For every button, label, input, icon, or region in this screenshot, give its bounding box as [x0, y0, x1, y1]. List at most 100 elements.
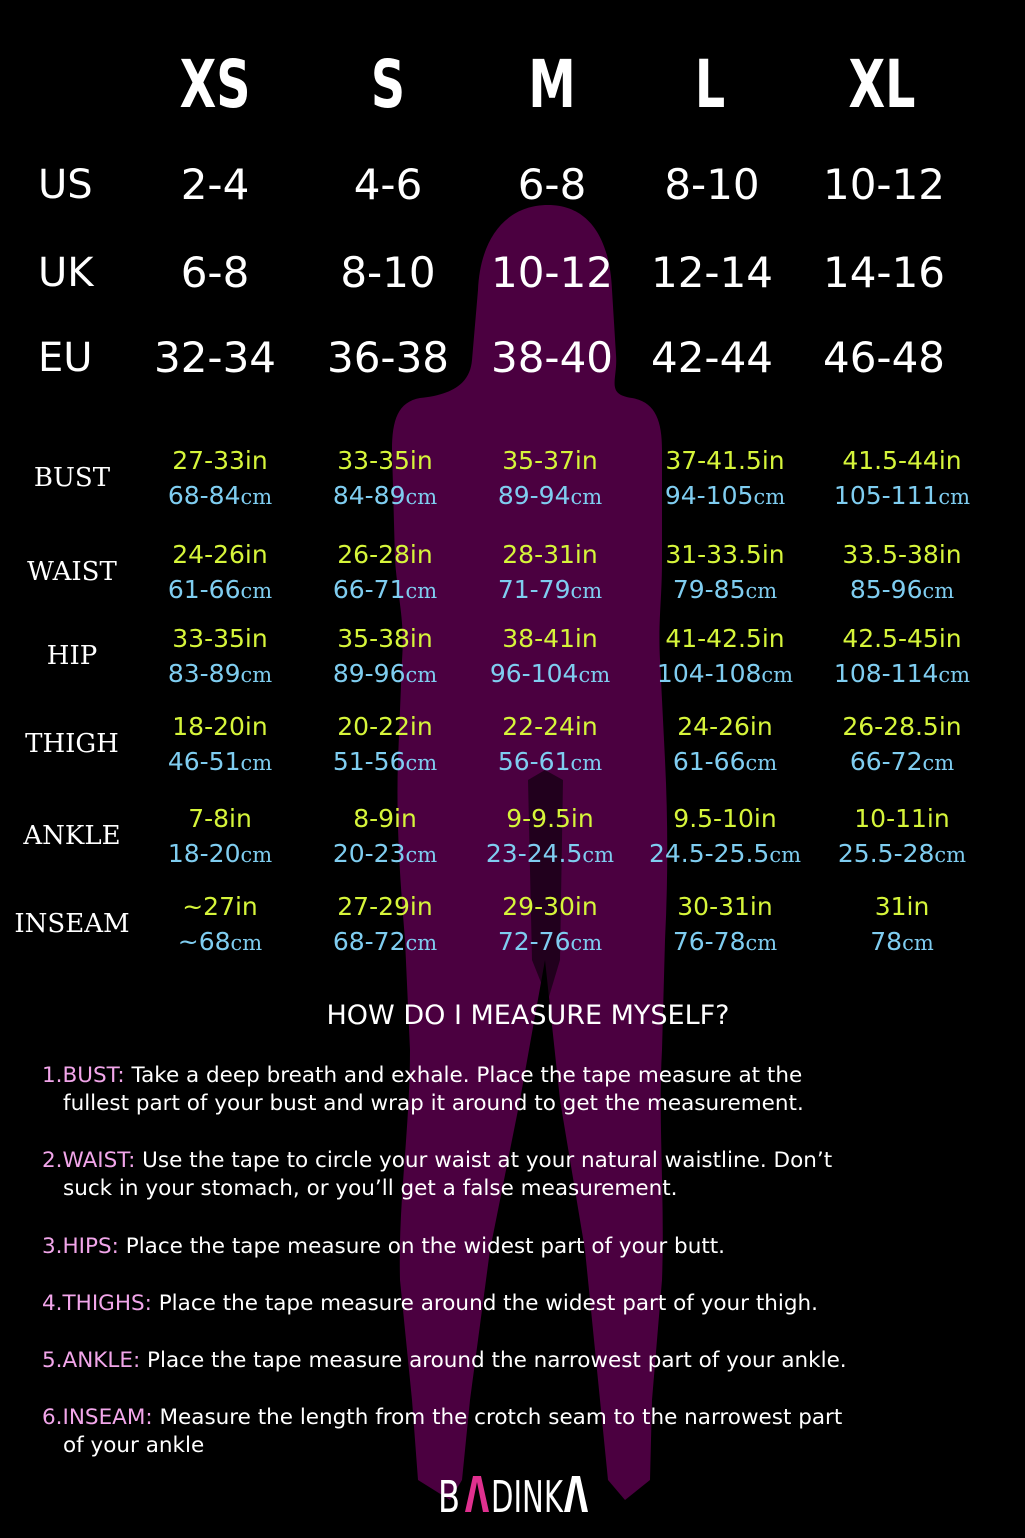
cm-number: ~68 — [177, 927, 231, 956]
instruction-text: Measure the length from the crotch seam … — [152, 1405, 843, 1430]
cm-number: 25.5-28 — [837, 839, 935, 868]
inch-value: 27-33in — [172, 446, 268, 475]
cm-number: 68-84 — [167, 481, 241, 510]
cm-unit: cm — [922, 579, 955, 603]
instruction-text: Take a deep breath and exhale. Place the… — [124, 1063, 803, 1088]
size-header-l: L — [694, 46, 726, 123]
instruction-key: 5.ANKLE: — [42, 1348, 141, 1373]
cm-value: 104-108cm — [630, 659, 820, 688]
cm-unit: cm — [405, 931, 438, 955]
measurement-label-waist: WAIST — [27, 557, 117, 587]
cm-value: 46-51cm — [125, 747, 315, 776]
cm-value: 61-66cm — [630, 747, 820, 776]
inch-value: 30-31in — [677, 892, 773, 921]
cm-number: 66-71 — [332, 575, 406, 604]
cm-value: 25.5-28cm — [807, 839, 997, 868]
cm-number: 46-51 — [167, 747, 241, 776]
inch-value: 22-24in — [502, 712, 598, 741]
cm-value: 66-72cm — [807, 747, 997, 776]
cm-number: 108-114 — [833, 659, 939, 688]
cm-number: 56-61 — [497, 747, 571, 776]
region-label-uk: UK — [38, 250, 94, 296]
cm-value: 83-89cm — [125, 659, 315, 688]
instruction-key: 4.THIGHS: — [42, 1291, 152, 1316]
inch-value: 35-38in — [337, 624, 433, 653]
instruction-text: Place the tape measure around the narrow… — [140, 1348, 847, 1373]
instruction-text: fullest part of your bust and wrap it ar… — [63, 1091, 804, 1116]
cm-value: 72-76cm — [455, 927, 645, 956]
measurement-label-bust: BUST — [33, 463, 111, 493]
region-size-value: 10-12 — [490, 248, 614, 297]
instruction-text: Place the tape measure around the widest… — [151, 1291, 818, 1316]
cm-value: 85-96cm — [807, 575, 997, 604]
cm-unit: cm — [405, 663, 438, 687]
badinka-logo: B DINK — [0, 1470, 1025, 1524]
inch-value: 24-26in — [172, 540, 268, 569]
cm-unit: cm — [922, 751, 955, 775]
cm-value: ~68cm — [125, 927, 315, 956]
inch-value: 24-26in — [677, 712, 773, 741]
cm-value: 89-96cm — [290, 659, 480, 688]
cm-value: 61-66cm — [125, 575, 315, 604]
size-header-m: M — [528, 46, 576, 123]
region-size-value: 14-16 — [822, 248, 946, 297]
inch-value: 7-8in — [188, 804, 252, 833]
instruction-text: of your ankle — [63, 1433, 205, 1458]
region-size-value: 36-38 — [326, 333, 450, 382]
cm-unit: cm — [570, 931, 603, 955]
size-header-xs: XS — [179, 46, 251, 123]
cm-unit: cm — [761, 663, 794, 687]
instruction-item: 5.ANKLE: Place the tape measure around t… — [42, 1347, 847, 1375]
inch-value: 18-20in — [172, 712, 268, 741]
cm-value: 20-23cm — [290, 839, 480, 868]
cm-number: 68-72 — [332, 927, 406, 956]
inch-value: 35-37in — [502, 446, 598, 475]
measurement-label-hip: HIP — [46, 641, 98, 671]
svg-text:DINK: DINK — [491, 1472, 564, 1520]
cm-value: 24.5-25.5cm — [630, 839, 820, 868]
cm-number: 61-66 — [672, 747, 746, 776]
region-size-value: 6-8 — [180, 248, 250, 297]
region-size-value: 8-10 — [664, 160, 760, 209]
region-size-value: 2-4 — [180, 160, 250, 209]
inch-value: 33.5-38in — [842, 540, 962, 569]
measurement-label-ankle: ANKLE — [23, 821, 121, 851]
cm-number: 104-108 — [656, 659, 762, 688]
cm-unit: cm — [745, 931, 778, 955]
cm-value: 89-94cm — [455, 481, 645, 510]
inch-value: 8-9in — [353, 804, 417, 833]
inch-value: 41-42.5in — [665, 624, 785, 653]
inch-value: 31in — [874, 892, 930, 921]
cm-number: 89-94 — [497, 481, 571, 510]
cm-number: 85-96 — [849, 575, 923, 604]
cm-number: 24.5-25.5 — [648, 839, 770, 868]
cm-unit: cm — [938, 663, 971, 687]
instruction-item: 1.BUST: Take a deep breath and exhale. P… — [42, 1062, 804, 1118]
cm-unit: cm — [934, 843, 967, 867]
inch-value: 27-29in — [337, 892, 433, 921]
region-size-value: 32-34 — [153, 333, 277, 382]
region-size-value: 38-40 — [490, 333, 614, 382]
cm-unit: cm — [405, 751, 438, 775]
inch-value: 29-30in — [502, 892, 598, 921]
instruction-text: Use the tape to circle your waist at you… — [135, 1148, 833, 1173]
cm-number: 94-105 — [664, 481, 754, 510]
cm-value: 66-71cm — [290, 575, 480, 604]
cm-value: 68-84cm — [125, 481, 315, 510]
cm-number: 71-79 — [497, 575, 571, 604]
cm-unit: cm — [902, 931, 934, 955]
instruction-key: 3.HIPS: — [42, 1234, 119, 1259]
region-label-eu: EU — [38, 335, 93, 381]
inch-value: 9.5-10in — [673, 804, 777, 833]
instruction-text: suck in your stomach, or you’ll get a fa… — [63, 1176, 678, 1201]
inch-value: 26-28.5in — [842, 712, 962, 741]
cm-value: 94-105cm — [630, 481, 820, 510]
cm-unit: cm — [938, 485, 971, 509]
region-size-value: 10-12 — [822, 160, 946, 209]
instruction-key: 2.WAIST: — [42, 1148, 136, 1173]
cm-value: 96-104cm — [455, 659, 645, 688]
cm-unit: cm — [240, 663, 273, 687]
inch-value: 41.5-44in — [842, 446, 962, 475]
